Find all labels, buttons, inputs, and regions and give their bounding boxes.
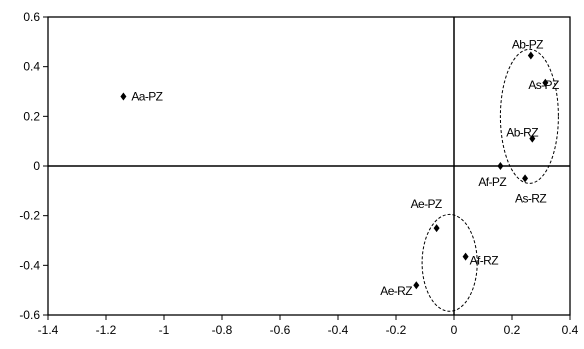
x-tick-label: 0.2	[504, 323, 521, 337]
data-point	[120, 92, 127, 101]
data-point	[497, 162, 504, 170]
y-tick-label: -0.4	[19, 258, 40, 272]
data-point-label: Af-PZ	[478, 175, 506, 189]
y-tick-label: 0.4	[23, 60, 40, 74]
y-tick-label: 0	[33, 159, 40, 173]
y-tick-label: 0.2	[23, 109, 40, 123]
data-point-label: Ae-RZ	[380, 284, 412, 298]
data-point	[529, 134, 536, 143]
data-point	[527, 51, 534, 60]
x-tick-label: 0	[451, 323, 458, 337]
data-point-label: Ab-PZ	[512, 37, 543, 51]
plot-area: -1.4 -1.2 -1 -0.8 -0.6 -0.4 -0.2 0 0.2 0.4 -0.6 -0.…	[19, 10, 578, 337]
cluster-ellipse	[421, 213, 478, 312]
data-point-label: As-RZ	[515, 191, 546, 205]
y-tick-label: -0.2	[19, 209, 40, 223]
data-point	[433, 224, 440, 233]
y-tick-label: -0.6	[19, 308, 40, 322]
x-tick-label: -1	[159, 323, 170, 337]
cluster-ellipse	[499, 48, 559, 184]
x-tick-label: 0.4	[562, 323, 579, 337]
x-tick-label: -0.2	[386, 323, 407, 337]
data-point	[522, 174, 529, 183]
data-point-label: Af-RZ	[470, 254, 499, 268]
x-tick-label: -0.6	[270, 323, 291, 337]
data-point	[462, 252, 469, 261]
data-point-label: Aa-PZ	[131, 89, 162, 103]
x-tick-label: -0.8	[212, 323, 233, 337]
data-point-label: Ae-PZ	[411, 197, 442, 211]
x-tick-label: -1.4	[38, 323, 59, 337]
data-point	[542, 78, 549, 87]
data-point-label: As-PZ	[528, 78, 559, 92]
y-tick-label: 0.6	[23, 10, 40, 24]
x-tick-label: -0.4	[328, 323, 349, 337]
data-point	[413, 281, 420, 290]
data-point-label: Ab-RZ	[506, 126, 538, 140]
x-tick-label: -1.2	[96, 323, 117, 337]
